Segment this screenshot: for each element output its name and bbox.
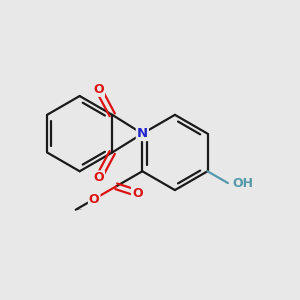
Text: O: O [132, 187, 142, 200]
Text: O: O [89, 193, 100, 206]
Text: N: N [137, 127, 148, 140]
Text: O: O [93, 83, 104, 96]
Text: OH: OH [233, 176, 254, 190]
Text: methyl: methyl [77, 209, 82, 210]
Text: O: O [93, 171, 104, 184]
